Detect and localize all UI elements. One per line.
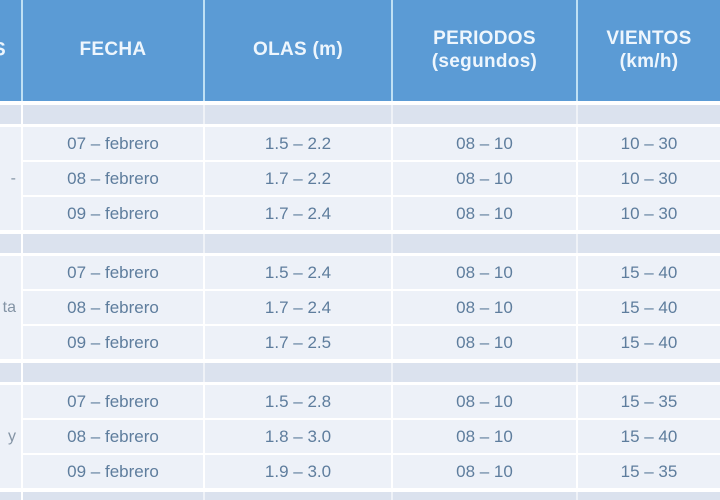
cell-periodos: 08 – 10 [393, 127, 578, 160]
table-row: 07 – febrero 1.5 – 2.2 08 – 10 10 – 30 [23, 127, 720, 160]
cell-olas: 1.8 – 3.0 [205, 420, 393, 453]
group-separator-band-clipped [0, 492, 720, 500]
band-segment [205, 363, 393, 382]
table-row: 08 – febrero 1.7 – 2.2 08 – 10 10 – 30 [23, 162, 720, 195]
cell-olas: 1.5 – 2.4 [205, 256, 393, 289]
band-segment [205, 105, 393, 124]
cell-vientos: 15 – 40 [578, 256, 720, 289]
zone-name-fragment: ta [2, 298, 16, 316]
cell-olas: 1.7 – 2.4 [205, 291, 393, 324]
band-segment [578, 363, 720, 382]
zones-header-fragment: S [0, 39, 6, 62]
zone-name-cell-cutoff: ta [0, 256, 23, 359]
cell-periodos: 08 – 10 [393, 291, 578, 324]
group-separator-band [0, 363, 720, 382]
band-segment [23, 105, 205, 124]
cell-olas: 1.7 – 2.4 [205, 197, 393, 230]
band-segment [393, 363, 578, 382]
band-segment [393, 234, 578, 253]
band-segment [578, 492, 720, 500]
zone-name-cell-cutoff: y [0, 385, 23, 488]
band-segment [393, 492, 578, 500]
group-separator-band [0, 105, 720, 124]
cell-vientos: 10 – 30 [578, 197, 720, 230]
column-header-periodos: PERIODOS (segundos) [393, 0, 578, 101]
table-row: 08 – febrero 1.8 – 3.0 08 – 10 15 – 40 [23, 420, 720, 453]
zone-name-fragment: - [10, 169, 16, 187]
table-row: 09 – febrero 1.9 – 3.0 08 – 10 15 – 35 [23, 455, 720, 488]
column-header-label: OLAS (m) [252, 39, 343, 61]
band-segment [205, 492, 393, 500]
band-segment [0, 363, 23, 382]
cell-olas: 1.5 – 2.8 [205, 385, 393, 418]
cell-periodos: 08 – 10 [393, 455, 578, 488]
band-segment [578, 105, 720, 124]
cell-olas: 1.9 – 3.0 [205, 455, 393, 488]
band-segment [23, 234, 205, 253]
table-header-row: S FECHA OLAS (m) PERIODOS (segundos) VIE… [0, 0, 720, 101]
cell-olas: 1.5 – 2.2 [205, 127, 393, 160]
column-header-label: FECHA [79, 39, 147, 61]
cell-olas: 1.7 – 2.5 [205, 326, 393, 359]
cell-fecha: 08 – febrero [23, 162, 205, 195]
zone-group-3: y 07 – febrero 1.5 – 2.8 08 – 10 15 – 35… [0, 385, 720, 488]
cell-periodos: 08 – 10 [393, 162, 578, 195]
cell-periodos: 08 – 10 [393, 197, 578, 230]
cell-fecha: 09 – febrero [23, 326, 205, 359]
cell-periodos: 08 – 10 [393, 385, 578, 418]
band-segment [23, 492, 205, 500]
table-row: 07 – febrero 1.5 – 2.8 08 – 10 15 – 35 [23, 385, 720, 418]
zone-group-2: ta 07 – febrero 1.5 – 2.4 08 – 10 15 – 4… [0, 256, 720, 359]
band-segment [0, 234, 23, 253]
cell-fecha: 08 – febrero [23, 291, 205, 324]
band-segment [578, 234, 720, 253]
column-header-fecha: FECHA [23, 0, 205, 101]
band-segment [0, 105, 23, 124]
cell-vientos: 10 – 30 [578, 162, 720, 195]
cell-vientos: 15 – 35 [578, 385, 720, 418]
cell-fecha: 08 – febrero [23, 420, 205, 453]
column-header-label-line1: PERIODOS [433, 27, 536, 49]
cell-fecha: 09 – febrero [23, 455, 205, 488]
band-segment [0, 492, 23, 500]
cell-fecha: 07 – febrero [23, 385, 205, 418]
cell-vientos: 15 – 40 [578, 326, 720, 359]
band-segment [23, 363, 205, 382]
cell-olas: 1.7 – 2.2 [205, 162, 393, 195]
cell-fecha: 07 – febrero [23, 256, 205, 289]
table-row: 08 – febrero 1.7 – 2.4 08 – 10 15 – 40 [23, 291, 720, 324]
cell-vientos: 15 – 40 [578, 291, 720, 324]
cell-vientos: 15 – 35 [578, 455, 720, 488]
band-segment [393, 105, 578, 124]
zone-name-cell-cutoff: - [0, 127, 23, 230]
group-separator-band [0, 234, 720, 253]
band-segment [205, 234, 393, 253]
cell-vientos: 15 – 40 [578, 420, 720, 453]
zone-name-fragment: y [8, 427, 16, 445]
zone-group-1: - 07 – febrero 1.5 – 2.2 08 – 10 10 – 30… [0, 127, 720, 230]
table-row: 09 – febrero 1.7 – 2.5 08 – 10 15 – 40 [23, 326, 720, 359]
cell-periodos: 08 – 10 [393, 256, 578, 289]
column-header-olas: OLAS (m) [205, 0, 393, 101]
cell-fecha: 09 – febrero [23, 197, 205, 230]
table-row: 07 – febrero 1.5 – 2.4 08 – 10 15 – 40 [23, 256, 720, 289]
cell-periodos: 08 – 10 [393, 420, 578, 453]
column-header-zones-cutoff: S [0, 0, 23, 101]
column-header-label-line2: (km/h) [619, 50, 679, 72]
cell-vientos: 10 – 30 [578, 127, 720, 160]
column-header-label-line1: VIENTOS [606, 27, 692, 49]
cell-fecha: 07 – febrero [23, 127, 205, 160]
column-header-label-line2: (segundos) [431, 50, 538, 72]
cell-periodos: 08 – 10 [393, 326, 578, 359]
column-header-vientos: VIENTOS (km/h) [578, 0, 720, 101]
table-row: 09 – febrero 1.7 – 2.4 08 – 10 10 – 30 [23, 197, 720, 230]
